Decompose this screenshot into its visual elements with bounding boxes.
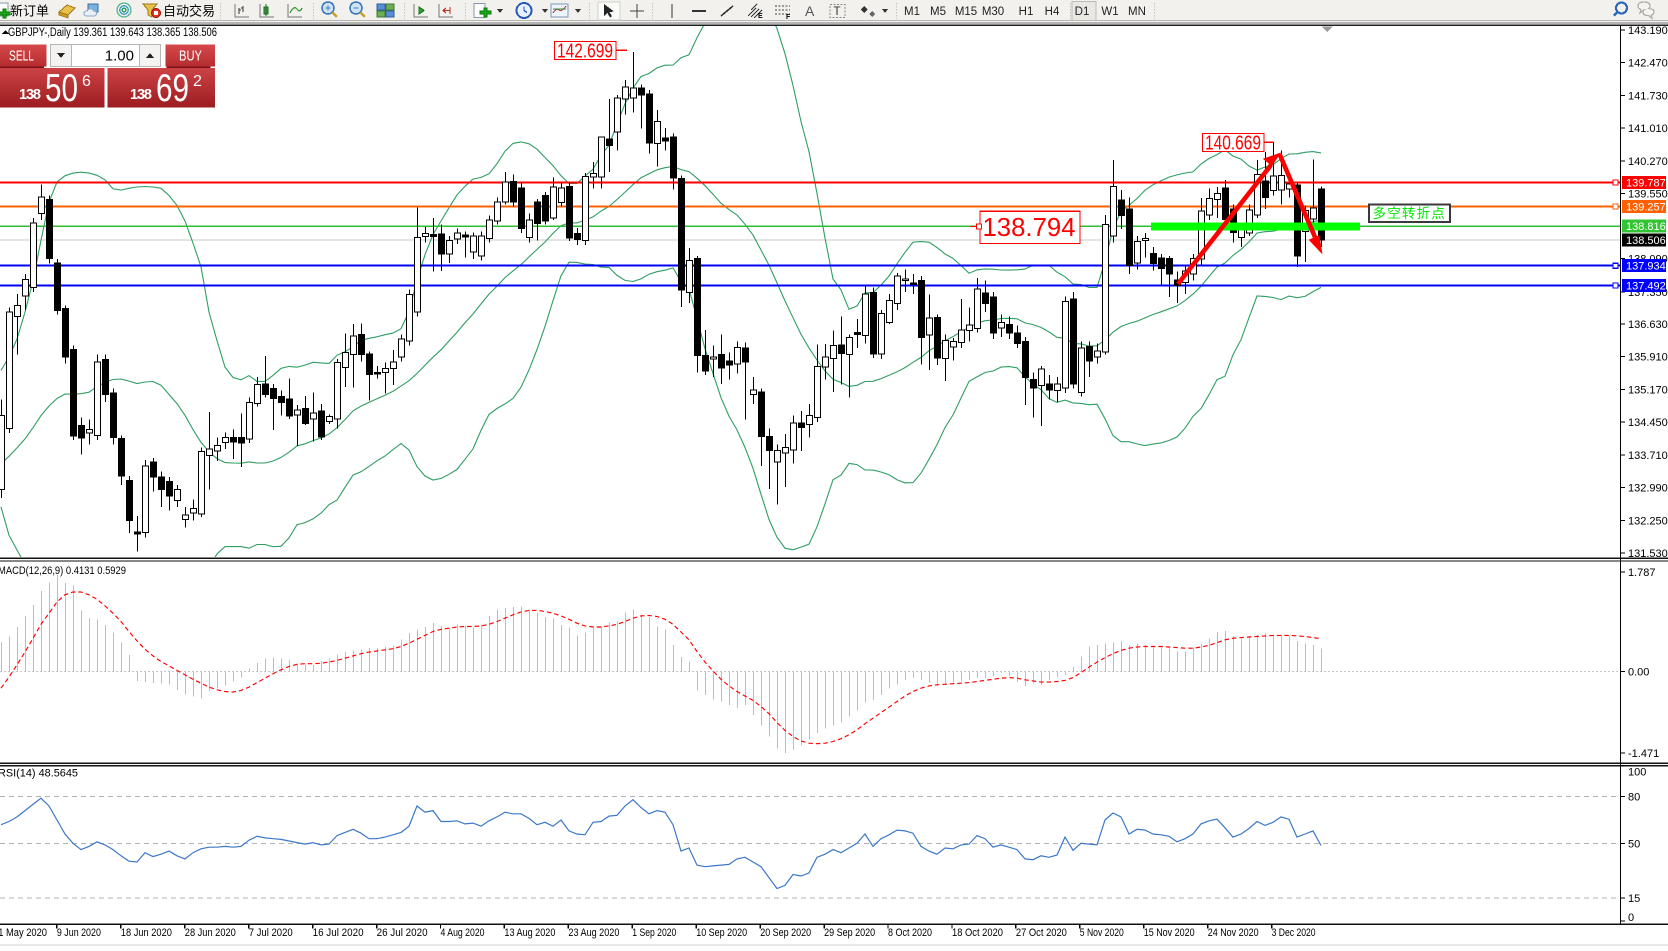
svg-text:26 Jul 2020: 26 Jul 2020 bbox=[377, 927, 428, 939]
svg-text:6: 6 bbox=[82, 73, 91, 90]
svg-text:69: 69 bbox=[156, 67, 189, 110]
svg-text:138: 138 bbox=[130, 87, 152, 103]
svg-text:1.00: 1.00 bbox=[105, 48, 134, 65]
svg-text:28 Jun 2020: 28 Jun 2020 bbox=[185, 927, 236, 939]
svg-text:2: 2 bbox=[193, 73, 202, 90]
svg-text:139.257: 139.257 bbox=[1626, 201, 1666, 213]
svg-text:M15: M15 bbox=[955, 6, 977, 18]
svg-text:新订单: 新订单 bbox=[10, 4, 49, 19]
svg-text:MACD(12,26,9) 0.4131 0.5929: MACD(12,26,9) 0.4131 0.5929 bbox=[0, 565, 126, 577]
svg-text:31 May 2020: 31 May 2020 bbox=[0, 927, 47, 939]
svg-text:27 Oct 2020: 27 Oct 2020 bbox=[1016, 927, 1067, 939]
svg-text:18 Oct 2020: 18 Oct 2020 bbox=[952, 927, 1003, 939]
svg-text:0.00: 0.00 bbox=[1628, 667, 1649, 679]
svg-text:133.710: 133.710 bbox=[1628, 450, 1668, 462]
svg-text:1 Sep 2020: 1 Sep 2020 bbox=[632, 927, 676, 939]
svg-text:131.530: 131.530 bbox=[1628, 548, 1668, 560]
svg-text:20 Sep 2020: 20 Sep 2020 bbox=[760, 927, 811, 939]
svg-text:139.550: 139.550 bbox=[1628, 188, 1668, 200]
svg-text:23 Aug 2020: 23 Aug 2020 bbox=[568, 927, 619, 939]
svg-text:SELL: SELL bbox=[9, 49, 34, 65]
svg-text:T: T bbox=[834, 6, 841, 18]
svg-text:137.934: 137.934 bbox=[1626, 261, 1666, 273]
svg-text:100: 100 bbox=[1628, 767, 1646, 779]
svg-text:29 Sep 2020: 29 Sep 2020 bbox=[824, 927, 875, 939]
svg-text:142.470: 142.470 bbox=[1628, 57, 1668, 69]
svg-text:80: 80 bbox=[1628, 792, 1640, 804]
svg-text:H4: H4 bbox=[1045, 6, 1060, 18]
svg-text:142.699: 142.699 bbox=[557, 40, 613, 62]
svg-text:D1: D1 bbox=[1075, 6, 1090, 18]
svg-text:138.506: 138.506 bbox=[1626, 235, 1666, 247]
svg-text:5 Nov 2020: 5 Nov 2020 bbox=[1080, 927, 1124, 939]
svg-text:8 Oct 2020: 8 Oct 2020 bbox=[888, 927, 932, 939]
svg-text:15 Nov 2020: 15 Nov 2020 bbox=[1144, 927, 1195, 939]
svg-text:-1.471: -1.471 bbox=[1628, 748, 1659, 760]
svg-text:143.190: 143.190 bbox=[1628, 25, 1668, 37]
svg-text:132.990: 132.990 bbox=[1628, 483, 1668, 495]
svg-text:9 Jun 2020: 9 Jun 2020 bbox=[57, 927, 101, 939]
svg-text:F: F bbox=[786, 14, 791, 21]
svg-text:4 Aug 2020: 4 Aug 2020 bbox=[441, 927, 485, 939]
svg-text:50: 50 bbox=[45, 67, 78, 110]
svg-text:136.630: 136.630 bbox=[1628, 319, 1668, 331]
svg-text:MN: MN bbox=[1128, 6, 1146, 18]
svg-text:M5: M5 bbox=[930, 6, 946, 18]
svg-text:M1: M1 bbox=[904, 6, 920, 18]
svg-text:138.794: 138.794 bbox=[983, 212, 1076, 242]
svg-text:139.787: 139.787 bbox=[1626, 178, 1666, 190]
svg-text:自动交易: 自动交易 bbox=[163, 4, 215, 19]
svg-text:A: A bbox=[805, 3, 815, 19]
svg-text:7 Jul 2020: 7 Jul 2020 bbox=[249, 927, 293, 939]
svg-text:BUY: BUY bbox=[179, 49, 202, 65]
svg-text:16 Jul 2020: 16 Jul 2020 bbox=[313, 927, 364, 939]
svg-text:50: 50 bbox=[1628, 838, 1640, 850]
svg-text:1.787: 1.787 bbox=[1628, 567, 1656, 579]
svg-text:10 Sep 2020: 10 Sep 2020 bbox=[696, 927, 747, 939]
svg-text:H1: H1 bbox=[1019, 6, 1034, 18]
svg-text:134.450: 134.450 bbox=[1628, 417, 1668, 429]
svg-text:GBPJPY-,Daily 139.361 139.643: GBPJPY-,Daily 139.361 139.643 138.365 13… bbox=[8, 27, 217, 39]
svg-text:140.669: 140.669 bbox=[1205, 132, 1261, 154]
svg-text:135.910: 135.910 bbox=[1628, 352, 1668, 364]
svg-text:138.816: 138.816 bbox=[1626, 221, 1666, 233]
svg-text:141.010: 141.010 bbox=[1628, 123, 1668, 135]
svg-text:24 Nov 2020: 24 Nov 2020 bbox=[1208, 927, 1259, 939]
svg-text:W1: W1 bbox=[1101, 6, 1118, 18]
svg-text:137.492: 137.492 bbox=[1626, 281, 1666, 293]
svg-text:138: 138 bbox=[19, 87, 41, 103]
svg-text:3 Dec 2020: 3 Dec 2020 bbox=[1272, 927, 1316, 939]
svg-text:18 Jun 2020: 18 Jun 2020 bbox=[121, 927, 172, 939]
svg-text:135.170: 135.170 bbox=[1628, 385, 1668, 397]
svg-text:15: 15 bbox=[1628, 893, 1640, 905]
svg-text:141.730: 141.730 bbox=[1628, 91, 1668, 103]
svg-text:多空转折点: 多空转折点 bbox=[1373, 205, 1447, 221]
svg-text:RSI(14) 48.5645: RSI(14) 48.5645 bbox=[0, 768, 78, 780]
svg-text:E: E bbox=[758, 13, 763, 20]
svg-text:140.270: 140.270 bbox=[1628, 156, 1668, 168]
svg-text:M30: M30 bbox=[982, 6, 1004, 18]
svg-text:0: 0 bbox=[1628, 912, 1634, 924]
svg-text:13 Aug 2020: 13 Aug 2020 bbox=[504, 927, 555, 939]
svg-text:132.250: 132.250 bbox=[1628, 516, 1668, 528]
